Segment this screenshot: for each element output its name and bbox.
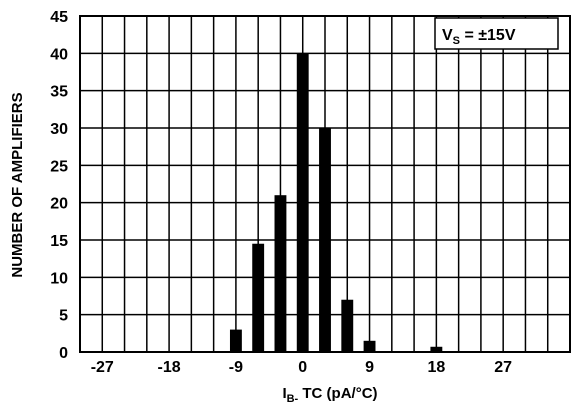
bar: [341, 299, 354, 352]
y-tick-label: 40: [50, 46, 68, 63]
bar: [430, 346, 443, 352]
y-tick-label: 10: [50, 270, 68, 287]
x-tick-label: 18: [427, 359, 445, 376]
supply-voltage-annotation: VS = ±15V: [434, 17, 559, 50]
y-tick-label: 30: [50, 121, 68, 138]
annotation-text: VS = ±15V: [442, 27, 516, 47]
bar: [296, 53, 309, 352]
y-tick-label: 5: [59, 308, 68, 325]
x-tick-label: 0: [298, 359, 307, 376]
annotation-rest: = ±15V: [460, 27, 516, 44]
y-tick-label: 35: [50, 84, 68, 101]
bar: [229, 329, 242, 352]
bar: [252, 243, 265, 352]
y-tick-labels: 0 5 10 15 20 25 30 35 40 45: [50, 9, 68, 362]
x-tick-label: 9: [365, 359, 374, 376]
annotation-main: V: [442, 27, 453, 44]
x-tick-label: -9: [229, 359, 243, 376]
x-tick-labels: -27 -18 -9 0 9 18 27: [91, 359, 512, 376]
bars-group: [229, 53, 443, 352]
bar: [274, 195, 287, 352]
plot-frame: [79, 15, 571, 353]
x-axis-label-rest: TC (pA/°C): [298, 385, 377, 402]
x-axis-label-sub: B-: [287, 393, 299, 405]
y-tick-label: 25: [50, 158, 68, 175]
y-tick-label: 15: [50, 233, 68, 250]
y-tick-label: 45: [50, 9, 68, 26]
bar: [363, 340, 376, 352]
x-axis-label-main: I: [282, 385, 286, 402]
y-axis-label: NUMBER OF AMPLIFIERS: [9, 92, 26, 277]
y-tick-label: 0: [59, 345, 68, 362]
x-tick-label: -27: [91, 359, 114, 376]
x-tick-label: 27: [494, 359, 512, 376]
x-axis-label: IB- TC (pA/°C): [282, 385, 377, 405]
x-tick-label: -18: [158, 359, 181, 376]
bar: [319, 128, 331, 352]
annotation-box: [434, 17, 559, 50]
y-tick-label: 20: [50, 196, 68, 213]
annotation-sub: S: [453, 35, 460, 47]
